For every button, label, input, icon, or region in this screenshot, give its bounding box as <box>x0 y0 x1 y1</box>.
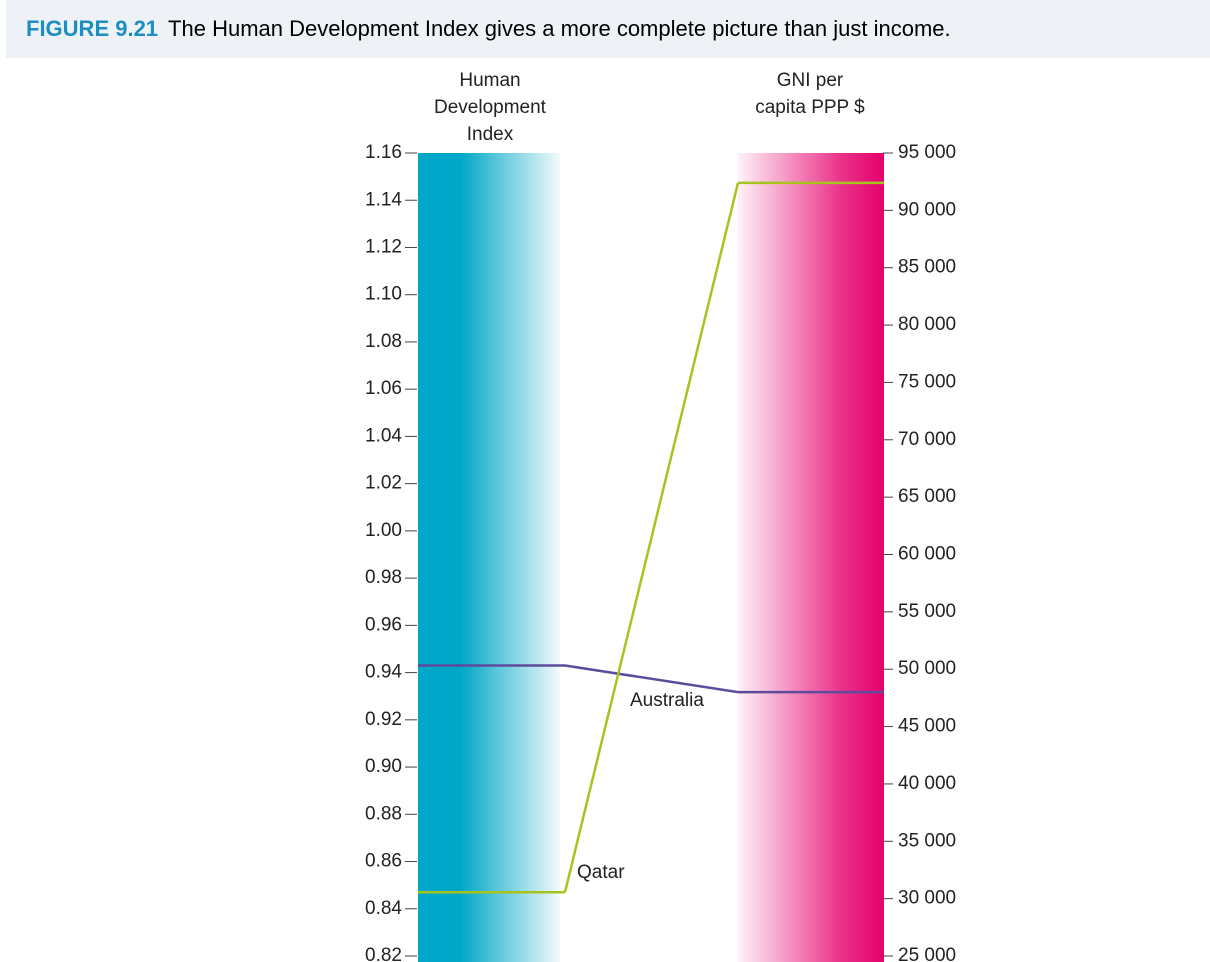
axis-title: GNI per capita PPP $ <box>755 70 865 118</box>
series-line <box>564 664 739 694</box>
tick-label: 0.96 <box>365 614 402 635</box>
tick-label: 85 000 <box>898 257 956 278</box>
series-line <box>563 182 740 893</box>
tick-label: 0.88 <box>365 803 402 824</box>
figure-header: FIGURE 9.21 The Human Development Index g… <box>6 0 1210 58</box>
tick-label: 75 000 <box>898 371 956 392</box>
tick-label: 0.94 <box>365 662 402 683</box>
tick-label: 80 000 <box>898 314 956 335</box>
tick-label: 50 000 <box>898 658 956 679</box>
tick-label: 1.04 <box>365 425 402 446</box>
tick-label: 45 000 <box>898 716 956 737</box>
tick-label: 1.10 <box>365 284 402 305</box>
figure-label: FIGURE 9.21 <box>26 16 159 41</box>
tick-label: 65 000 <box>898 486 956 507</box>
tick-label: 25 000 <box>898 945 956 962</box>
figure-caption: The Human Development Index gives a more… <box>168 16 951 41</box>
tick-label: 60 000 <box>898 544 956 565</box>
tick-label: 0.92 <box>365 709 402 730</box>
tick-label: 0.98 <box>365 567 402 588</box>
axis-band <box>418 153 560 962</box>
tick-label: 1.14 <box>365 189 402 210</box>
tick-label: 0.84 <box>365 898 402 919</box>
tick-label: 40 000 <box>898 773 956 794</box>
tick-label: 1.08 <box>365 331 402 352</box>
tick-label: 0.82 <box>365 945 402 962</box>
tick-label: 1.16 <box>365 142 402 163</box>
tick-label: 35 000 <box>898 830 956 851</box>
tick-label: 70 000 <box>898 429 956 450</box>
axis-title: Human Development Index <box>434 70 546 145</box>
tick-label: 0.86 <box>365 851 402 872</box>
tick-label: 90 000 <box>898 199 956 220</box>
tick-label: 30 000 <box>898 888 956 909</box>
tick-label: 1.02 <box>365 473 402 494</box>
tick-label: 95 000 <box>898 142 956 163</box>
tick-label: 1.00 <box>365 520 402 541</box>
tick-label: 1.06 <box>365 378 402 399</box>
axis-band <box>738 153 884 962</box>
series-label: Qatar <box>577 862 625 883</box>
tick-label: 55 000 <box>898 601 956 622</box>
tick-label: 1.12 <box>365 236 402 257</box>
series-label: Australia <box>630 690 704 711</box>
tick-label: 0.90 <box>365 756 402 777</box>
